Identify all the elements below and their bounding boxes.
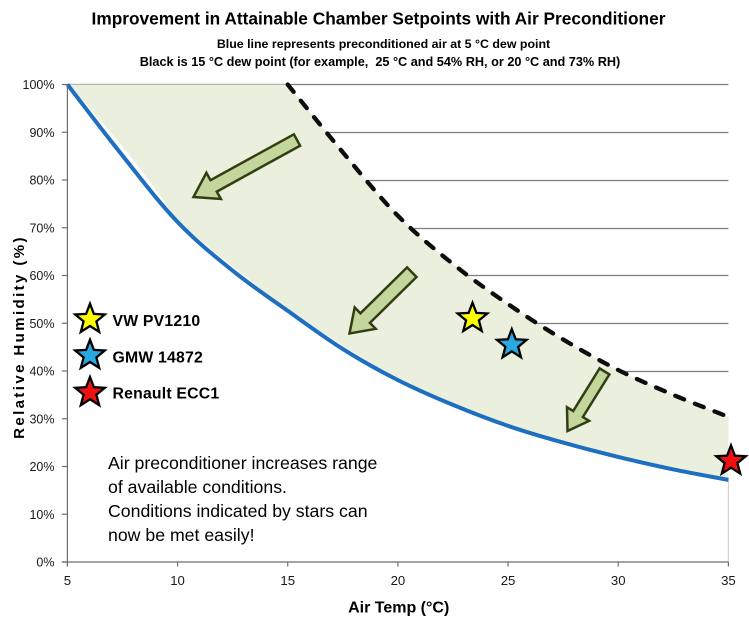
svg-text:60%: 60% [29,269,54,283]
svg-text:30: 30 [611,573,626,588]
svg-text:Renault ECC1: Renault ECC1 [113,386,220,403]
svg-text:10%: 10% [29,508,54,522]
svg-text:of available conditions.: of available conditions. [108,477,287,497]
svg-text:Air preconditioner increases r: Air preconditioner increases range [108,453,378,473]
svg-text:now be met easily!: now be met easily! [108,525,254,545]
svg-text:25: 25 [501,573,516,588]
svg-text:VW PV1210: VW PV1210 [113,313,201,330]
svg-text:80%: 80% [29,174,54,188]
svg-text:GMW 14872: GMW 14872 [113,349,203,366]
svg-text:100%: 100% [23,78,55,92]
svg-text:20%: 20% [29,460,54,474]
svg-text:5: 5 [64,573,71,588]
svg-text:Blue line represents precondit: Blue line represents preconditioned air … [217,37,550,51]
svg-text:15: 15 [280,573,295,588]
svg-text:Conditions indicated by stars: Conditions indicated by stars can [108,501,368,521]
svg-text:50%: 50% [29,317,54,331]
svg-text:40%: 40% [29,365,54,379]
svg-text:Air Temp (°C): Air Temp (°C) [348,600,449,617]
svg-text:20: 20 [391,573,406,588]
svg-text:0%: 0% [36,556,54,570]
svg-text:70%: 70% [29,221,54,235]
svg-text:Black is 15 °C dew point (for: Black is 15 °C dew point (for example, 2… [140,55,621,69]
svg-text:10: 10 [170,573,185,588]
svg-text:35: 35 [721,573,736,588]
svg-text:30%: 30% [29,412,54,426]
svg-text:Relative Humidity (%): Relative Humidity (%) [11,235,28,439]
svg-text:90%: 90% [29,126,54,140]
svg-text:Improvement in Attainable Cham: Improvement in Attainable Chamber Setpoi… [92,9,666,29]
